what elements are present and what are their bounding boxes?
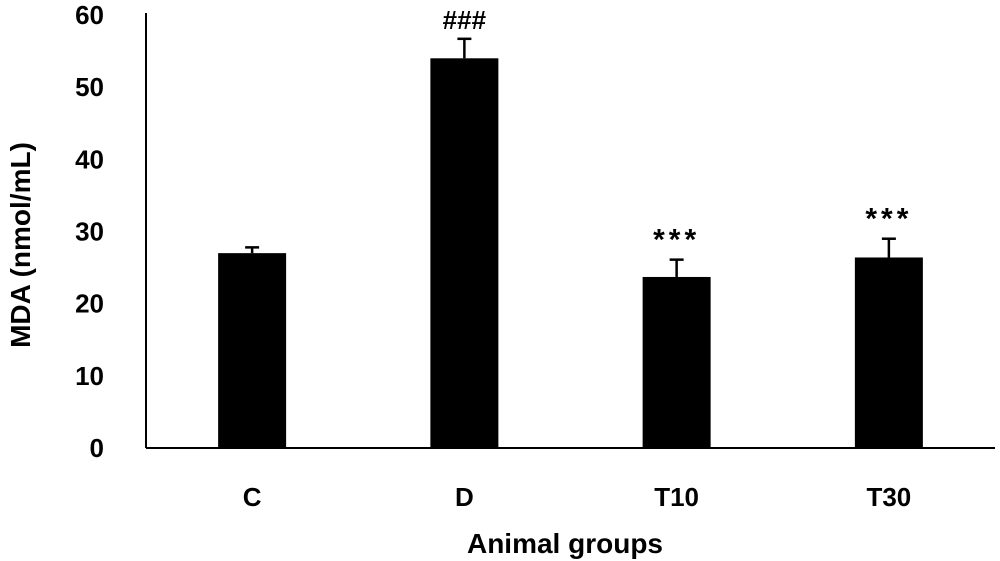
x-axis-ticks: C D T10 T30 [243,482,912,512]
y-axis-title: MDA (nmol/mL) [5,142,36,348]
x-tick-label: D [455,482,474,512]
x-tick-label: C [243,482,262,512]
x-axis-title: Animal groups [467,528,663,559]
y-tick-label: 60 [75,0,104,30]
y-tick-label: 10 [75,361,104,391]
y-tick-label: 50 [75,72,104,102]
significance-label: ### [443,5,487,35]
significance-label: *** [653,224,700,257]
y-axis-ticks: 0 10 20 30 40 50 60 [75,0,104,463]
x-tick-label: T10 [654,482,699,512]
bar [642,276,711,448]
y-tick-label: 0 [90,433,104,463]
significance-label: *** [865,203,912,236]
y-tick-label: 40 [75,144,104,174]
y-tick-label: 30 [75,217,104,247]
x-tick-label: T30 [866,482,911,512]
bar [430,58,499,449]
bar [218,253,287,448]
bars: ### *** *** [218,5,923,449]
bar [854,257,923,448]
y-tick-label: 20 [75,289,104,319]
